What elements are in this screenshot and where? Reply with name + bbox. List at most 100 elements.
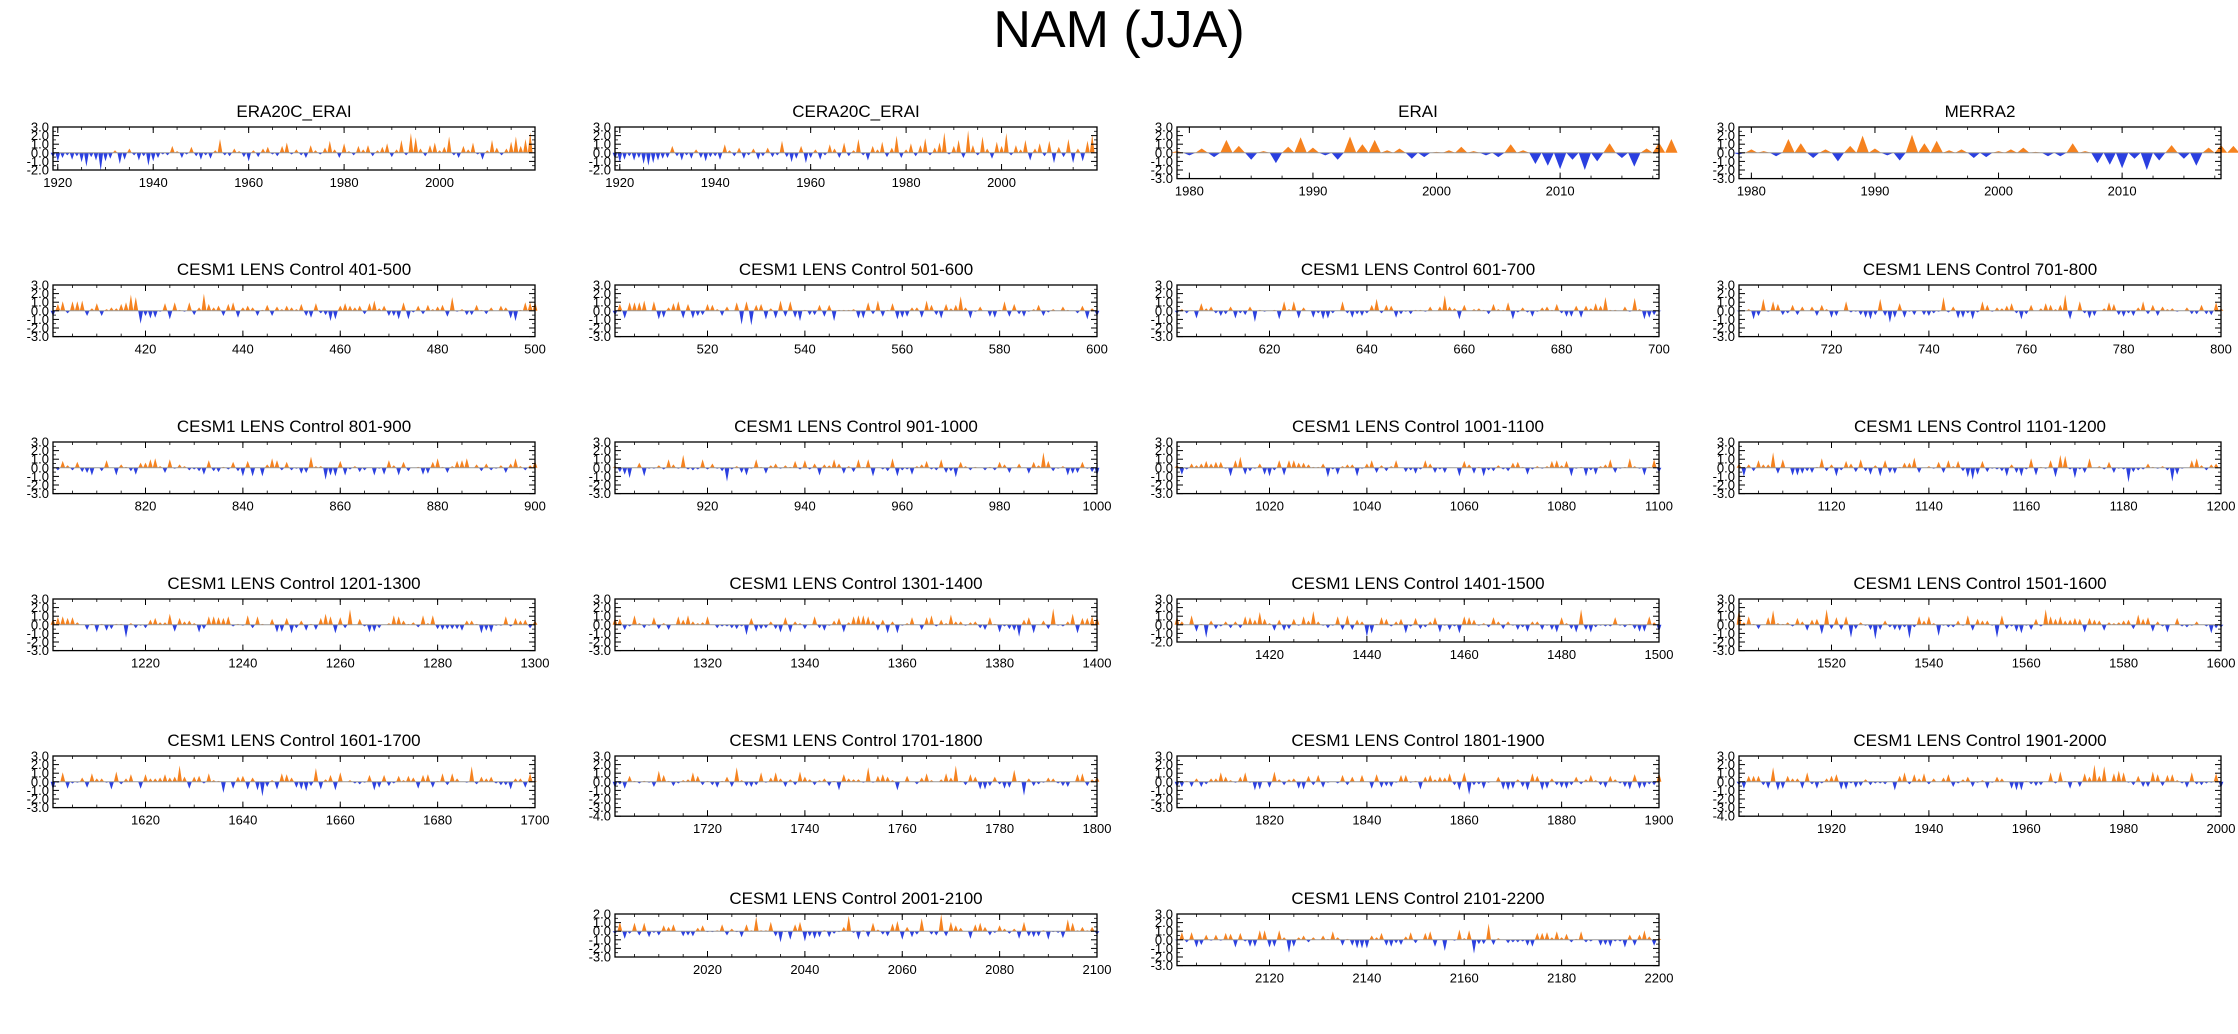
positive-anomaly <box>846 622 852 625</box>
positive-anomaly <box>972 776 978 782</box>
negative-anomaly <box>709 781 715 786</box>
negative-anomaly <box>1051 152 1057 164</box>
positive-anomaly <box>60 301 66 311</box>
panel-title: CESM1 LENS Control 501-600 <box>739 260 973 279</box>
positive-anomaly <box>245 305 251 311</box>
positive-anomaly <box>1383 304 1389 311</box>
negative-anomaly <box>323 467 329 480</box>
negative-anomaly <box>894 310 900 320</box>
y-tick-label: -1.0 <box>1713 154 1735 169</box>
positive-anomaly <box>1041 620 1046 625</box>
positive-anomaly <box>2111 303 2117 311</box>
negative-anomaly <box>1612 467 1618 473</box>
positive-anomaly <box>1021 921 1027 932</box>
negative-anomaly <box>2014 781 2019 791</box>
negative-anomaly <box>1065 781 1071 787</box>
negative-anomaly <box>1021 781 1027 796</box>
positive-anomaly <box>1534 775 1540 782</box>
negative-anomaly <box>963 781 968 786</box>
negative-anomaly <box>938 310 944 319</box>
negative-anomaly <box>143 310 148 316</box>
positive-anomaly <box>1795 617 1800 625</box>
y-tick-label: 2.0 <box>31 600 49 615</box>
y-tick-label: 0.0 <box>31 774 49 789</box>
x-tick-label: 840 <box>232 499 254 514</box>
negative-anomaly <box>403 152 409 156</box>
negative-anomaly <box>308 310 314 318</box>
negative-anomaly <box>2155 310 2161 316</box>
panel-title: CESM1 LENS Control 1101-1200 <box>1854 417 2106 436</box>
negative-anomaly <box>488 467 494 471</box>
positive-anomaly <box>1833 617 1839 625</box>
negative-anomaly <box>230 781 236 789</box>
y-tick-label: 0.0 <box>1717 145 1735 160</box>
positive-anomaly <box>1775 303 1781 311</box>
positive-anomaly <box>1539 932 1545 940</box>
negative-anomaly <box>2213 624 2219 629</box>
positive-anomaly <box>294 149 299 153</box>
positive-anomaly <box>812 463 818 468</box>
positive-anomaly <box>1345 615 1350 625</box>
positive-anomaly <box>251 150 256 153</box>
positive-anomaly <box>890 303 895 311</box>
negative-anomaly <box>422 152 428 157</box>
x-tick-label: 1340 <box>790 656 819 671</box>
negative-anomaly <box>1237 310 1243 314</box>
positive-anomaly <box>1065 621 1071 625</box>
negative-anomaly <box>1276 310 1282 320</box>
negative-anomaly <box>1559 310 1565 314</box>
negative-anomaly <box>856 931 861 940</box>
positive-anomaly <box>1032 148 1038 153</box>
positive-anomaly <box>356 145 361 153</box>
negative-anomaly <box>389 152 395 158</box>
y-tick-label: -2.0 <box>589 478 611 493</box>
y-tick-label: 0.0 <box>593 460 611 475</box>
positive-anomaly <box>401 461 406 468</box>
negative-anomaly <box>527 624 533 629</box>
y-tick-label: -2.0 <box>1713 635 1735 650</box>
x-tick-label: 520 <box>697 342 719 357</box>
y-tick-label: -1.0 <box>27 154 49 169</box>
positive-anomaly <box>167 777 173 782</box>
positive-anomaly <box>724 776 730 782</box>
positive-anomaly <box>836 617 842 625</box>
positive-anomaly <box>284 305 290 311</box>
negative-anomaly <box>193 152 199 157</box>
negative-anomaly <box>977 781 983 790</box>
negative-anomaly <box>1383 939 1389 946</box>
positive-anomaly <box>308 145 314 153</box>
positive-anomaly <box>1203 934 1209 940</box>
negative-anomaly <box>1593 467 1599 475</box>
negative-anomaly <box>1006 624 1012 630</box>
negative-anomaly <box>1525 939 1530 946</box>
negative-anomaly <box>1525 624 1530 632</box>
negative-anomaly <box>420 310 426 315</box>
negative-anomaly <box>246 152 251 162</box>
positive-anomaly <box>987 617 993 625</box>
positive-anomaly <box>1427 931 1433 940</box>
negative-anomaly <box>1184 939 1190 943</box>
negative-anomaly <box>894 781 900 791</box>
positive-anomaly <box>522 302 528 311</box>
positive-anomaly <box>1941 777 1946 782</box>
negative-anomaly <box>332 624 338 634</box>
negative-anomaly <box>1583 467 1589 477</box>
negative-anomaly <box>1539 781 1545 791</box>
negative-anomaly <box>1089 467 1095 473</box>
positive-anomaly <box>1554 303 1560 311</box>
x-tick-label: 1660 <box>326 813 355 828</box>
y-tick-label: 3.0 <box>1155 749 1173 764</box>
positive-anomaly <box>274 306 280 311</box>
positive-anomaly <box>841 142 847 153</box>
negative-anomaly <box>240 467 246 477</box>
positive-anomaly <box>932 147 938 153</box>
positive-anomaly <box>787 779 793 782</box>
negative-anomaly <box>792 310 798 318</box>
positive-anomaly <box>889 147 895 153</box>
positive-anomaly <box>1785 622 1791 625</box>
positive-anomaly <box>2062 455 2068 468</box>
negative-anomaly <box>826 781 832 787</box>
negative-anomaly <box>1892 467 1898 474</box>
positive-anomaly <box>1530 621 1535 625</box>
positive-anomaly <box>518 620 523 625</box>
